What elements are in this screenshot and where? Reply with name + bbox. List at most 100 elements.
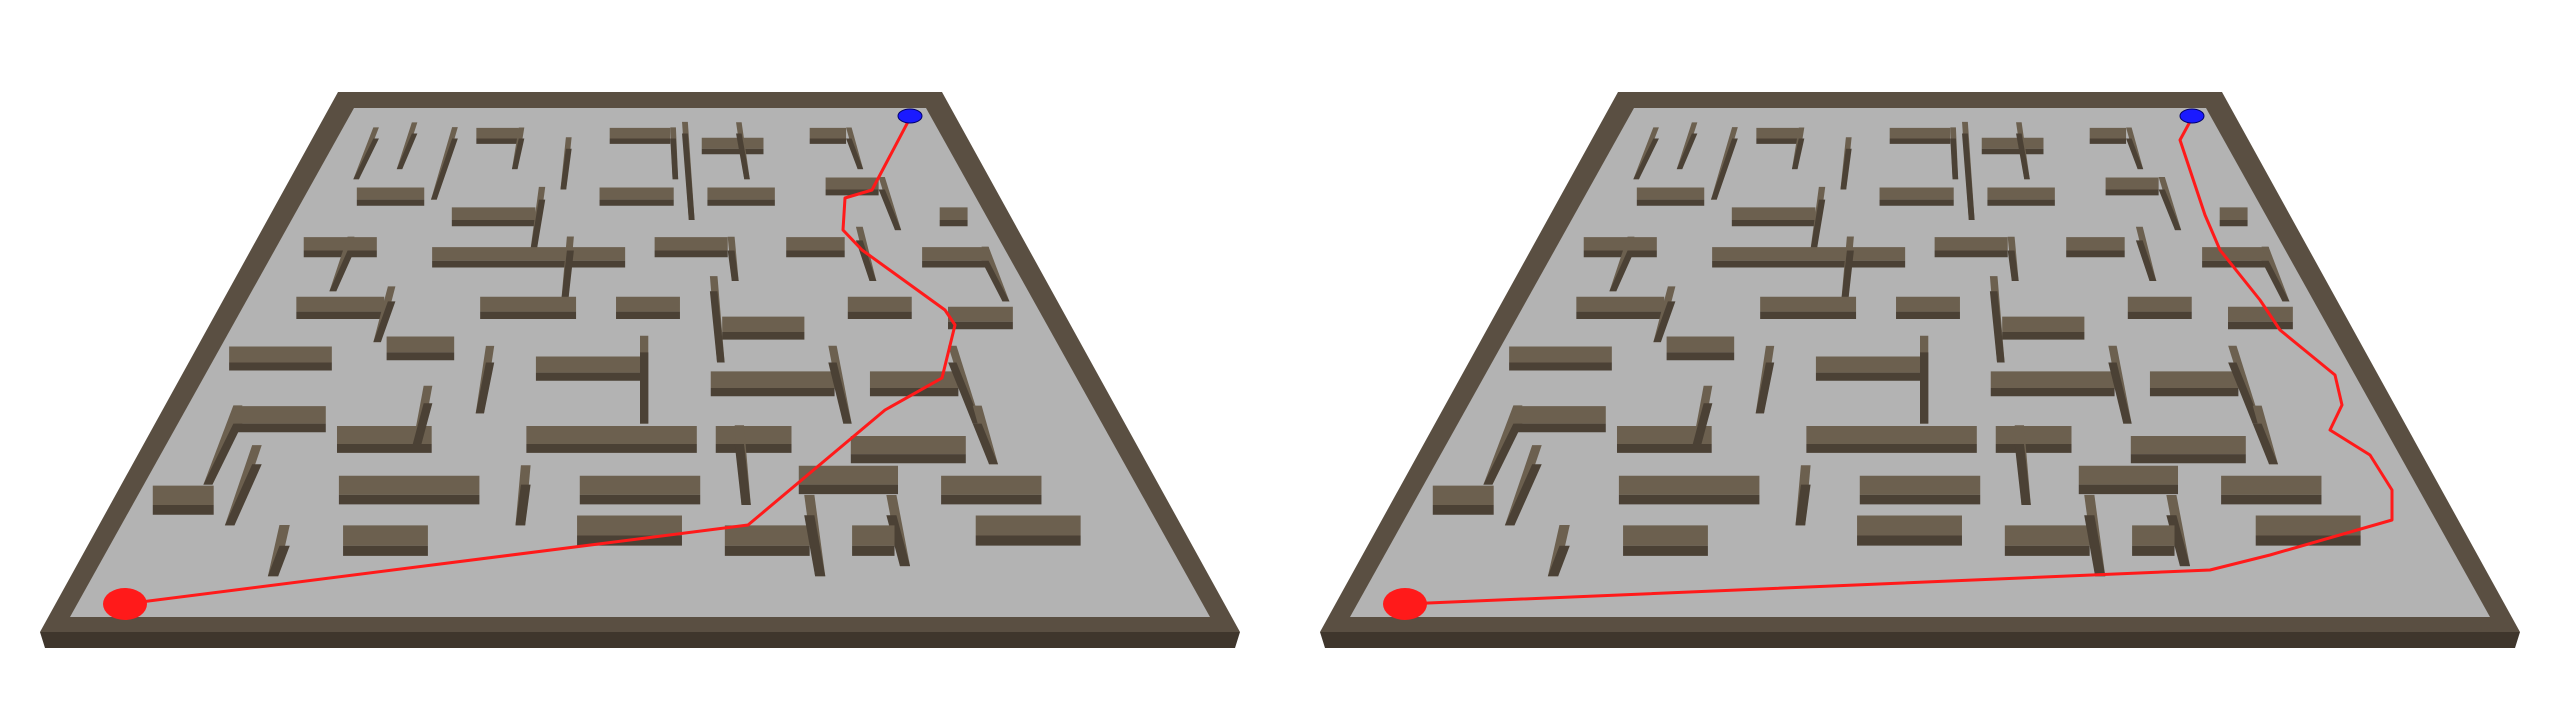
maze-wall-face [616, 311, 680, 319]
maze-wall-top [386, 336, 455, 353]
maze-wall-face [432, 260, 626, 268]
maze-wall-face [373, 301, 396, 343]
maze-wall-face [2130, 454, 2246, 464]
maze-wall-face [2221, 494, 2322, 505]
maze-wall-face [736, 133, 750, 180]
maze-wall-face [715, 443, 792, 453]
maze-wall-top [1857, 515, 1962, 536]
maze-wall-top [432, 247, 626, 261]
maze-wall-top [476, 127, 519, 139]
maze-wall-top [2202, 247, 2269, 261]
maze-wall-face [1609, 250, 1635, 292]
maze-wall-face [1760, 311, 1857, 319]
maze-wall-top [809, 127, 847, 139]
maze-wall-face [476, 138, 519, 144]
maze-wall-face [972, 423, 999, 465]
maze-wall-face [224, 464, 262, 526]
maze-wall-face [2002, 331, 2085, 340]
maze-wall-face [1879, 199, 1954, 206]
maze-wall-top [2219, 207, 2248, 220]
maze-wall-top [1731, 207, 1816, 220]
maze-wall-face [2228, 362, 2262, 424]
maze-wall-face [1547, 545, 1570, 577]
solution-path-left [123, 116, 957, 606]
maze-wall-top [2149, 371, 2239, 388]
maze-wall-face [1432, 505, 1494, 515]
maze-wall-face [1995, 443, 2072, 453]
maze-wall-face [1756, 138, 1799, 144]
maze-wall-face [939, 219, 968, 227]
solution-path-right [1403, 116, 2394, 606]
maze-wall-face [336, 443, 432, 453]
maze-wall-face [2078, 484, 2179, 495]
maze-wall-top [1583, 237, 1657, 251]
maze-wall-top [1896, 296, 1960, 312]
maze-wall-face [599, 199, 674, 206]
maze-wall-top [654, 237, 728, 251]
maze-wall-face [2219, 219, 2248, 227]
maze-wall-top [1432, 485, 1494, 506]
maze-wall-face [2108, 362, 2132, 424]
maze-wall-top [847, 296, 912, 312]
maze-wall-face [233, 423, 326, 433]
maze-wall-face [1950, 138, 1959, 180]
maze-wall-top [526, 426, 697, 444]
maze-wall-face [329, 250, 355, 292]
maze-wall-face [1962, 133, 1975, 220]
maze-wall-top [1712, 247, 1906, 261]
maze-wall-face [1504, 464, 1542, 526]
maze-wall-face [2007, 250, 2019, 282]
maze-wall-top [233, 406, 326, 424]
maze-wall-top [707, 187, 775, 200]
maze-wall-face [846, 138, 864, 170]
maze-wall-top [1995, 426, 2072, 444]
maze-wall-face [850, 454, 966, 464]
maze-wall-face [1810, 199, 1826, 251]
maze-wall-top [336, 426, 432, 444]
maze-wall-face [724, 545, 810, 556]
maze-wall-face [2066, 250, 2125, 258]
maze-wall-face [2149, 387, 2239, 397]
maze-wall-face [1583, 250, 1657, 258]
maze-wall-face [356, 199, 425, 206]
maze-wall-top [2132, 525, 2175, 546]
maze-wall-face [1731, 219, 1816, 227]
maze-wall-top [2089, 127, 2127, 139]
maze-wall-top [981, 246, 1010, 302]
maze-wall-top [229, 346, 332, 363]
maze-wall-top [577, 515, 682, 536]
maze-wall-top [850, 435, 966, 455]
maze-wall-top [451, 207, 536, 220]
maze-wall-top [1576, 296, 1665, 312]
maze-wall-face [579, 494, 701, 505]
maze-wall-face [707, 199, 775, 206]
maze-wall-top [1806, 426, 1977, 444]
maze-wall-face [475, 362, 495, 414]
maze-walls [152, 121, 1081, 577]
maze-wall-face [1934, 250, 2008, 258]
maze-wall-top [296, 296, 385, 312]
maze-wall-face [1815, 372, 1920, 381]
maze-wall-face [1692, 403, 1713, 444]
maze-walls [1432, 121, 2361, 577]
maze-wall-top [2127, 296, 2192, 312]
maze-wall-top [609, 127, 671, 139]
maze-wall-top [2066, 237, 2125, 251]
maze-wall-top [2261, 246, 2290, 302]
maze-wall-face [229, 362, 332, 371]
maze-wall-top [798, 465, 899, 485]
maze-wall-face [948, 362, 982, 424]
maze-wall-face [734, 443, 751, 506]
maze-wall-face [948, 321, 1013, 330]
maze-wall-face [2004, 545, 2090, 556]
maze-wall-top [939, 207, 968, 220]
maze-wall-face [709, 291, 725, 363]
maze-wall-face [1576, 311, 1665, 319]
maze-wall-face [2202, 260, 2269, 268]
maze-wall-face [2016, 133, 2030, 180]
maze-wall-face [1896, 311, 1960, 319]
maze-wall-face [152, 505, 214, 515]
maze-wall-top [948, 306, 1013, 322]
maze-wall-top [715, 426, 792, 444]
maze-wall-top [1509, 346, 1612, 363]
